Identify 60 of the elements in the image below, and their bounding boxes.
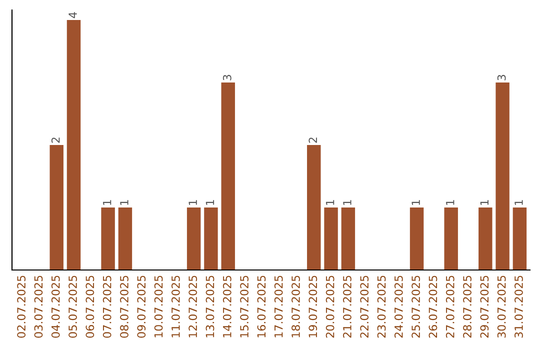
x-tick-label: 02.07.2025: [17, 276, 26, 338]
x-tick-label: 04.07.2025: [51, 276, 60, 338]
bar: [324, 208, 338, 270]
bar: [50, 145, 64, 270]
x-tick-label: 06.07.2025: [86, 276, 94, 338]
x-tick-label: 16.07.2025: [257, 276, 266, 338]
bar: [496, 82, 510, 270]
bar: [221, 82, 235, 270]
bar: [512, 208, 527, 270]
data-label: 1: [446, 200, 454, 205]
bar: [478, 208, 492, 270]
data-label: 1: [326, 200, 334, 205]
data-label: 1: [343, 200, 352, 205]
data-label: 1: [514, 200, 523, 205]
x-tick-label: 26.07.2025: [428, 276, 438, 338]
x-tick-label: 28.07.2025: [463, 276, 472, 338]
bar: [341, 208, 356, 270]
x-tick-label: 03.07.2025: [34, 276, 43, 338]
x-tick-label: 29.07.2025: [480, 276, 489, 338]
x-tick-label: 09.07.2025: [137, 276, 146, 338]
data-label: 1: [103, 200, 112, 205]
data-label: 1: [412, 200, 420, 205]
bar: [204, 208, 218, 270]
x-tick-label: 07.07.2025: [102, 276, 112, 338]
data-label: 3: [222, 74, 232, 80]
x-tick-label: 20.07.2025: [326, 276, 334, 338]
data-label: 2: [51, 138, 60, 143]
x-tick-label: 05.07.2025: [68, 276, 77, 338]
bar: [307, 145, 321, 270]
x-tick-label: 24.07.2025: [394, 276, 403, 338]
x-tick-label: 17.07.2025: [274, 276, 283, 338]
x-tick-label: 11.07.2025: [171, 276, 180, 338]
bar: [444, 208, 458, 270]
bar: [66, 20, 81, 270]
data-label: 1: [206, 200, 214, 205]
x-tick-label: 21.07.2025: [343, 276, 352, 338]
x-tick-label: 08.07.2025: [120, 276, 128, 338]
bar: [118, 208, 132, 270]
x-tick-label: 12.07.2025: [188, 276, 198, 338]
data-label: 1: [480, 200, 488, 205]
x-tick-label: 27.07.2025: [446, 276, 454, 338]
x-tick-label: 10.07.2025: [154, 276, 163, 338]
x-tick-label: 30.07.2025: [497, 276, 506, 338]
data-label: 4: [68, 12, 77, 18]
x-tick-label: 23.07.2025: [377, 276, 386, 338]
x-tick-label: 19.07.2025: [308, 276, 318, 338]
x-tick-label: 13.07.2025: [206, 276, 214, 338]
data-label: 1: [188, 200, 197, 205]
x-tick-label: 22.07.2025: [360, 276, 369, 338]
x-tick-label: 14.07.2025: [222, 276, 232, 338]
bar: [186, 208, 201, 270]
data-label: 1: [120, 200, 128, 205]
x-tick-label: 18.07.2025: [292, 276, 300, 338]
x-tick-label: 31.07.2025: [514, 276, 523, 338]
x-tick-label: 25.07.2025: [412, 276, 420, 338]
data-label: 2: [308, 138, 317, 143]
data-label: 3: [497, 74, 506, 80]
x-tick-label: 15.07.2025: [240, 276, 248, 338]
bar: [410, 208, 424, 270]
bar: [101, 208, 115, 270]
